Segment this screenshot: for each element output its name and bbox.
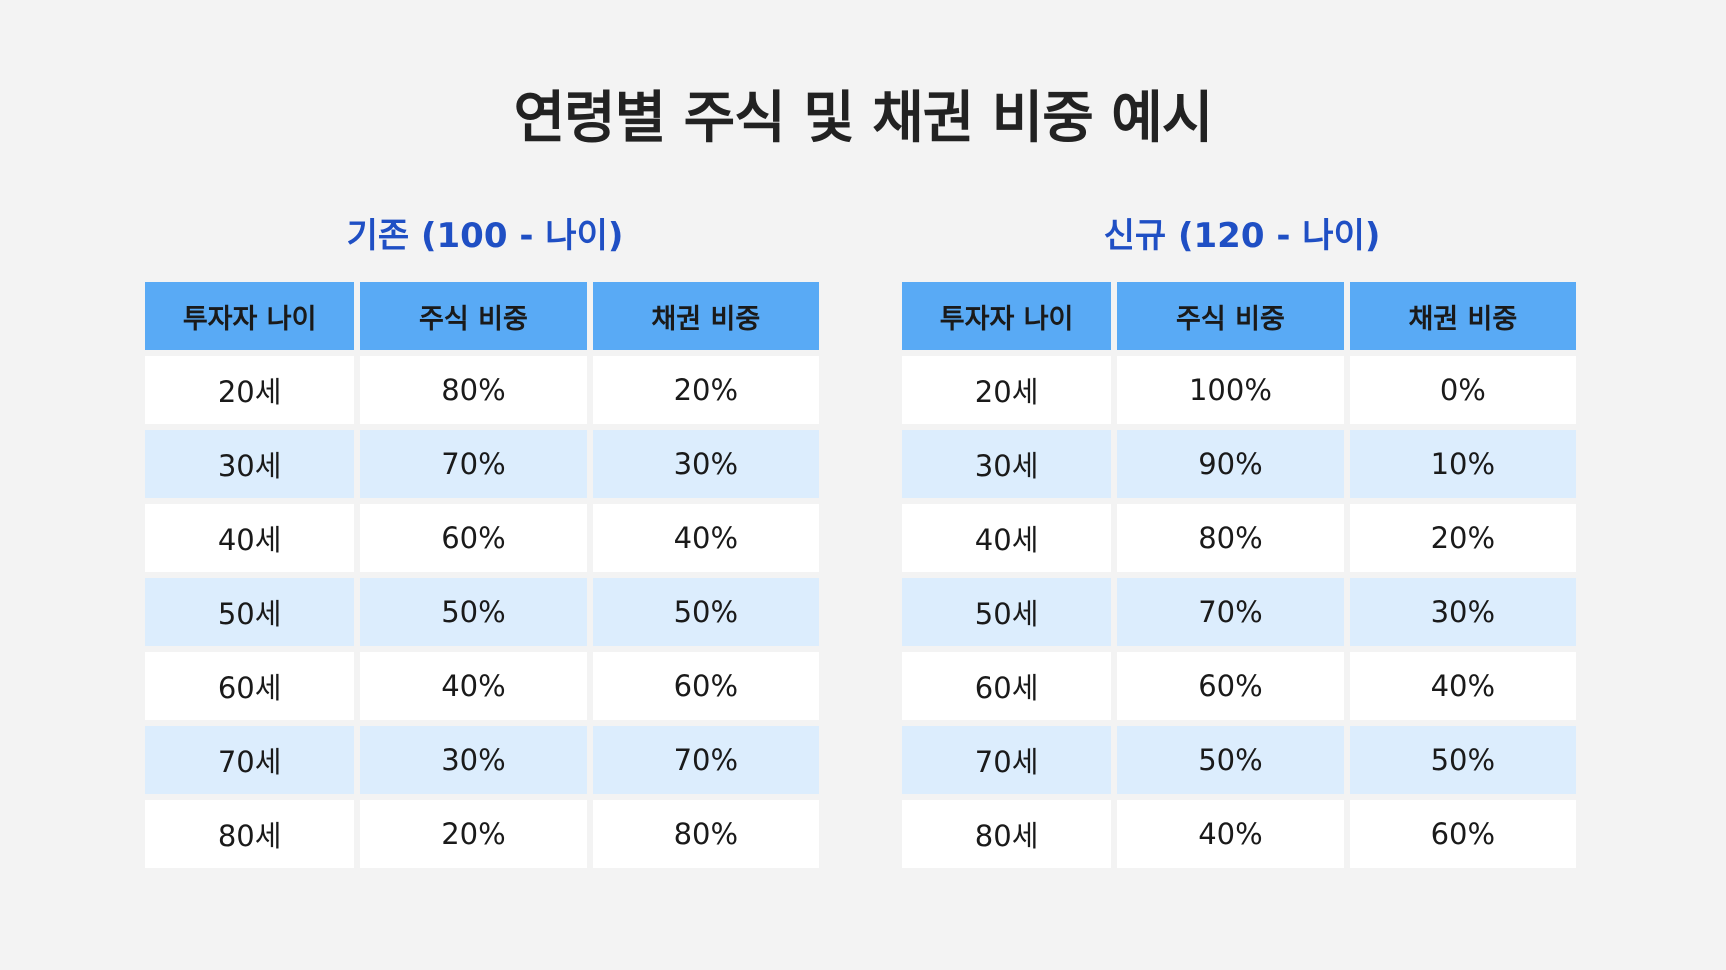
table-row: 20세 100% 0% [902,356,1576,424]
cell-investor-age: 30세 [902,430,1112,498]
table-header-row: 투자자 나이 주식 비중 채권 비중 [902,282,1576,350]
new-rule-subtitle: 신규 (120 - 나이) [1103,216,1381,256]
cell-bond-ratio: 40% [592,504,819,572]
cell-investor-age: 70세 [145,726,355,794]
new-rule-table: 투자자 나이 주식 비중 채권 비중 20세 100% 0% 30세 90% 10% 40세 80… [896,276,1582,874]
page-title: 연령별 주식 및 채권 비중 예시 [513,86,1214,151]
header-investor-age: 투자자 나이 [902,282,1112,350]
cell-bond-ratio: 20% [592,356,819,424]
cell-stock-ratio: 20% [360,800,587,868]
table-row: 30세 90% 10% [902,430,1576,498]
cell-stock-ratio: 60% [1117,652,1344,720]
cell-stock-ratio: 30% [360,726,587,794]
header-stock-ratio: 주식 비중 [360,282,587,350]
cell-bond-ratio: 0% [1349,356,1576,424]
cell-stock-ratio: 100% [1117,356,1344,424]
cell-stock-ratio: 80% [360,356,587,424]
cell-stock-ratio: 70% [360,430,587,498]
table-row: 80세 20% 80% [145,800,819,868]
cell-bond-ratio: 60% [1349,800,1576,868]
cell-investor-age: 40세 [902,504,1112,572]
table-row: 80세 40% 60% [902,800,1576,868]
cell-stock-ratio: 50% [360,578,587,646]
header-bond-ratio: 채권 비중 [592,282,819,350]
cell-stock-ratio: 90% [1117,430,1344,498]
cell-stock-ratio: 80% [1117,504,1344,572]
table-row: 60세 60% 40% [902,652,1576,720]
table-row: 20세 80% 20% [145,356,819,424]
table-row: 70세 50% 50% [902,726,1576,794]
table-row: 50세 70% 30% [902,578,1576,646]
cell-investor-age: 30세 [145,430,355,498]
cell-investor-age: 20세 [145,356,355,424]
table-row: 40세 60% 40% [145,504,819,572]
cell-bond-ratio: 50% [1349,726,1576,794]
header-bond-ratio: 채권 비중 [1349,282,1576,350]
cell-investor-age: 40세 [145,504,355,572]
existing-rule-subtitle: 기존 (100 - 나이) [346,216,624,256]
cell-investor-age: 70세 [902,726,1112,794]
cell-bond-ratio: 10% [1349,430,1576,498]
cell-stock-ratio: 40% [1117,800,1344,868]
existing-rule-table: 투자자 나이 주식 비중 채권 비중 20세 80% 20% 30세 70% 30% 40세 60… [139,276,825,874]
cell-bond-ratio: 80% [592,800,819,868]
cell-investor-age: 60세 [145,652,355,720]
new-rule-panel: 신규 (120 - 나이) 투자자 나이 주식 비중 채권 비중 20세 100% 0%… [902,214,1582,874]
cell-stock-ratio: 70% [1117,578,1344,646]
cell-stock-ratio: 40% [360,652,587,720]
cell-investor-age: 80세 [145,800,355,868]
cell-bond-ratio: 50% [592,578,819,646]
cell-bond-ratio: 40% [1349,652,1576,720]
cell-stock-ratio: 50% [1117,726,1344,794]
cell-investor-age: 20세 [902,356,1112,424]
cell-bond-ratio: 70% [592,726,819,794]
cell-stock-ratio: 60% [360,504,587,572]
cell-investor-age: 50세 [145,578,355,646]
cell-investor-age: 80세 [902,800,1112,868]
table-row: 60세 40% 60% [145,652,819,720]
table-row: 30세 70% 30% [145,430,819,498]
table-header-row: 투자자 나이 주식 비중 채권 비중 [145,282,819,350]
cell-bond-ratio: 30% [592,430,819,498]
header-stock-ratio: 주식 비중 [1117,282,1344,350]
header-investor-age: 투자자 나이 [145,282,355,350]
table-row: 50세 50% 50% [145,578,819,646]
cell-bond-ratio: 30% [1349,578,1576,646]
existing-rule-panel: 기존 (100 - 나이) 투자자 나이 주식 비중 채권 비중 20세 80% 20%… [145,214,825,874]
cell-investor-age: 60세 [902,652,1112,720]
table-row: 70세 30% 70% [145,726,819,794]
cell-bond-ratio: 60% [592,652,819,720]
cell-bond-ratio: 20% [1349,504,1576,572]
cell-investor-age: 50세 [902,578,1112,646]
table-row: 40세 80% 20% [902,504,1576,572]
